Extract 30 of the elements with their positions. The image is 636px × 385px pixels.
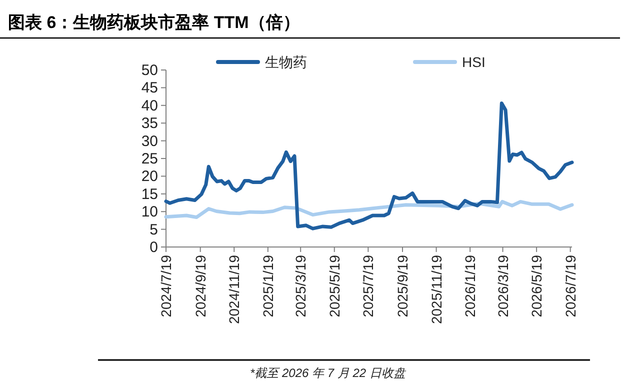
y-tick-label: 5 <box>150 221 158 238</box>
y-tick-label: 45 <box>141 80 158 97</box>
x-tick-label: 2025/1/19 <box>260 254 276 318</box>
y-tick-label: 25 <box>141 150 158 168</box>
y-tick-label: 35 <box>141 115 158 132</box>
y-tick-label: 40 <box>141 97 158 114</box>
chart-title: 图表 6：生物药板块市盈率 TTM（倍） <box>8 13 300 32</box>
x-tick-label: 2026/5/19 <box>528 254 545 318</box>
line-series <box>164 200 574 220</box>
text: *截至 2026 年 7 月 22 日收盘 <box>250 366 406 380</box>
y-tick-label: 10 <box>141 204 158 221</box>
x-tick-label: 2025/9/19 <box>394 254 411 318</box>
y-tick-label: 20 <box>141 168 158 186</box>
y-tick-label: 15 <box>141 186 158 203</box>
x-tick-label: 2025/3/19 <box>292 254 309 318</box>
x-tick-label: 2026/1/19 <box>462 254 478 318</box>
legend-label: HSI <box>462 54 486 70</box>
y-tick-label: 30 <box>141 132 158 150</box>
x-tick-label: 2025/5/19 <box>326 254 342 318</box>
x-tick-label: 2026/3/19 <box>494 254 511 318</box>
y-tick-label: 50 <box>141 62 158 79</box>
x-tick-label: 2024/7/19 <box>158 254 174 318</box>
legend-label: 生物药 <box>265 54 307 70</box>
x-tick-label: 2025/11/19 <box>428 254 444 324</box>
x-tick-label: 2024/9/19 <box>192 254 208 318</box>
y-tick-label: 0 <box>150 239 158 256</box>
x-tick-label: 2025/7/19 <box>360 254 376 318</box>
line-series <box>164 102 574 230</box>
x-tick-label: 2024/11/19 <box>226 254 242 324</box>
x-tick-label: 2026/7/19 <box>562 254 578 318</box>
